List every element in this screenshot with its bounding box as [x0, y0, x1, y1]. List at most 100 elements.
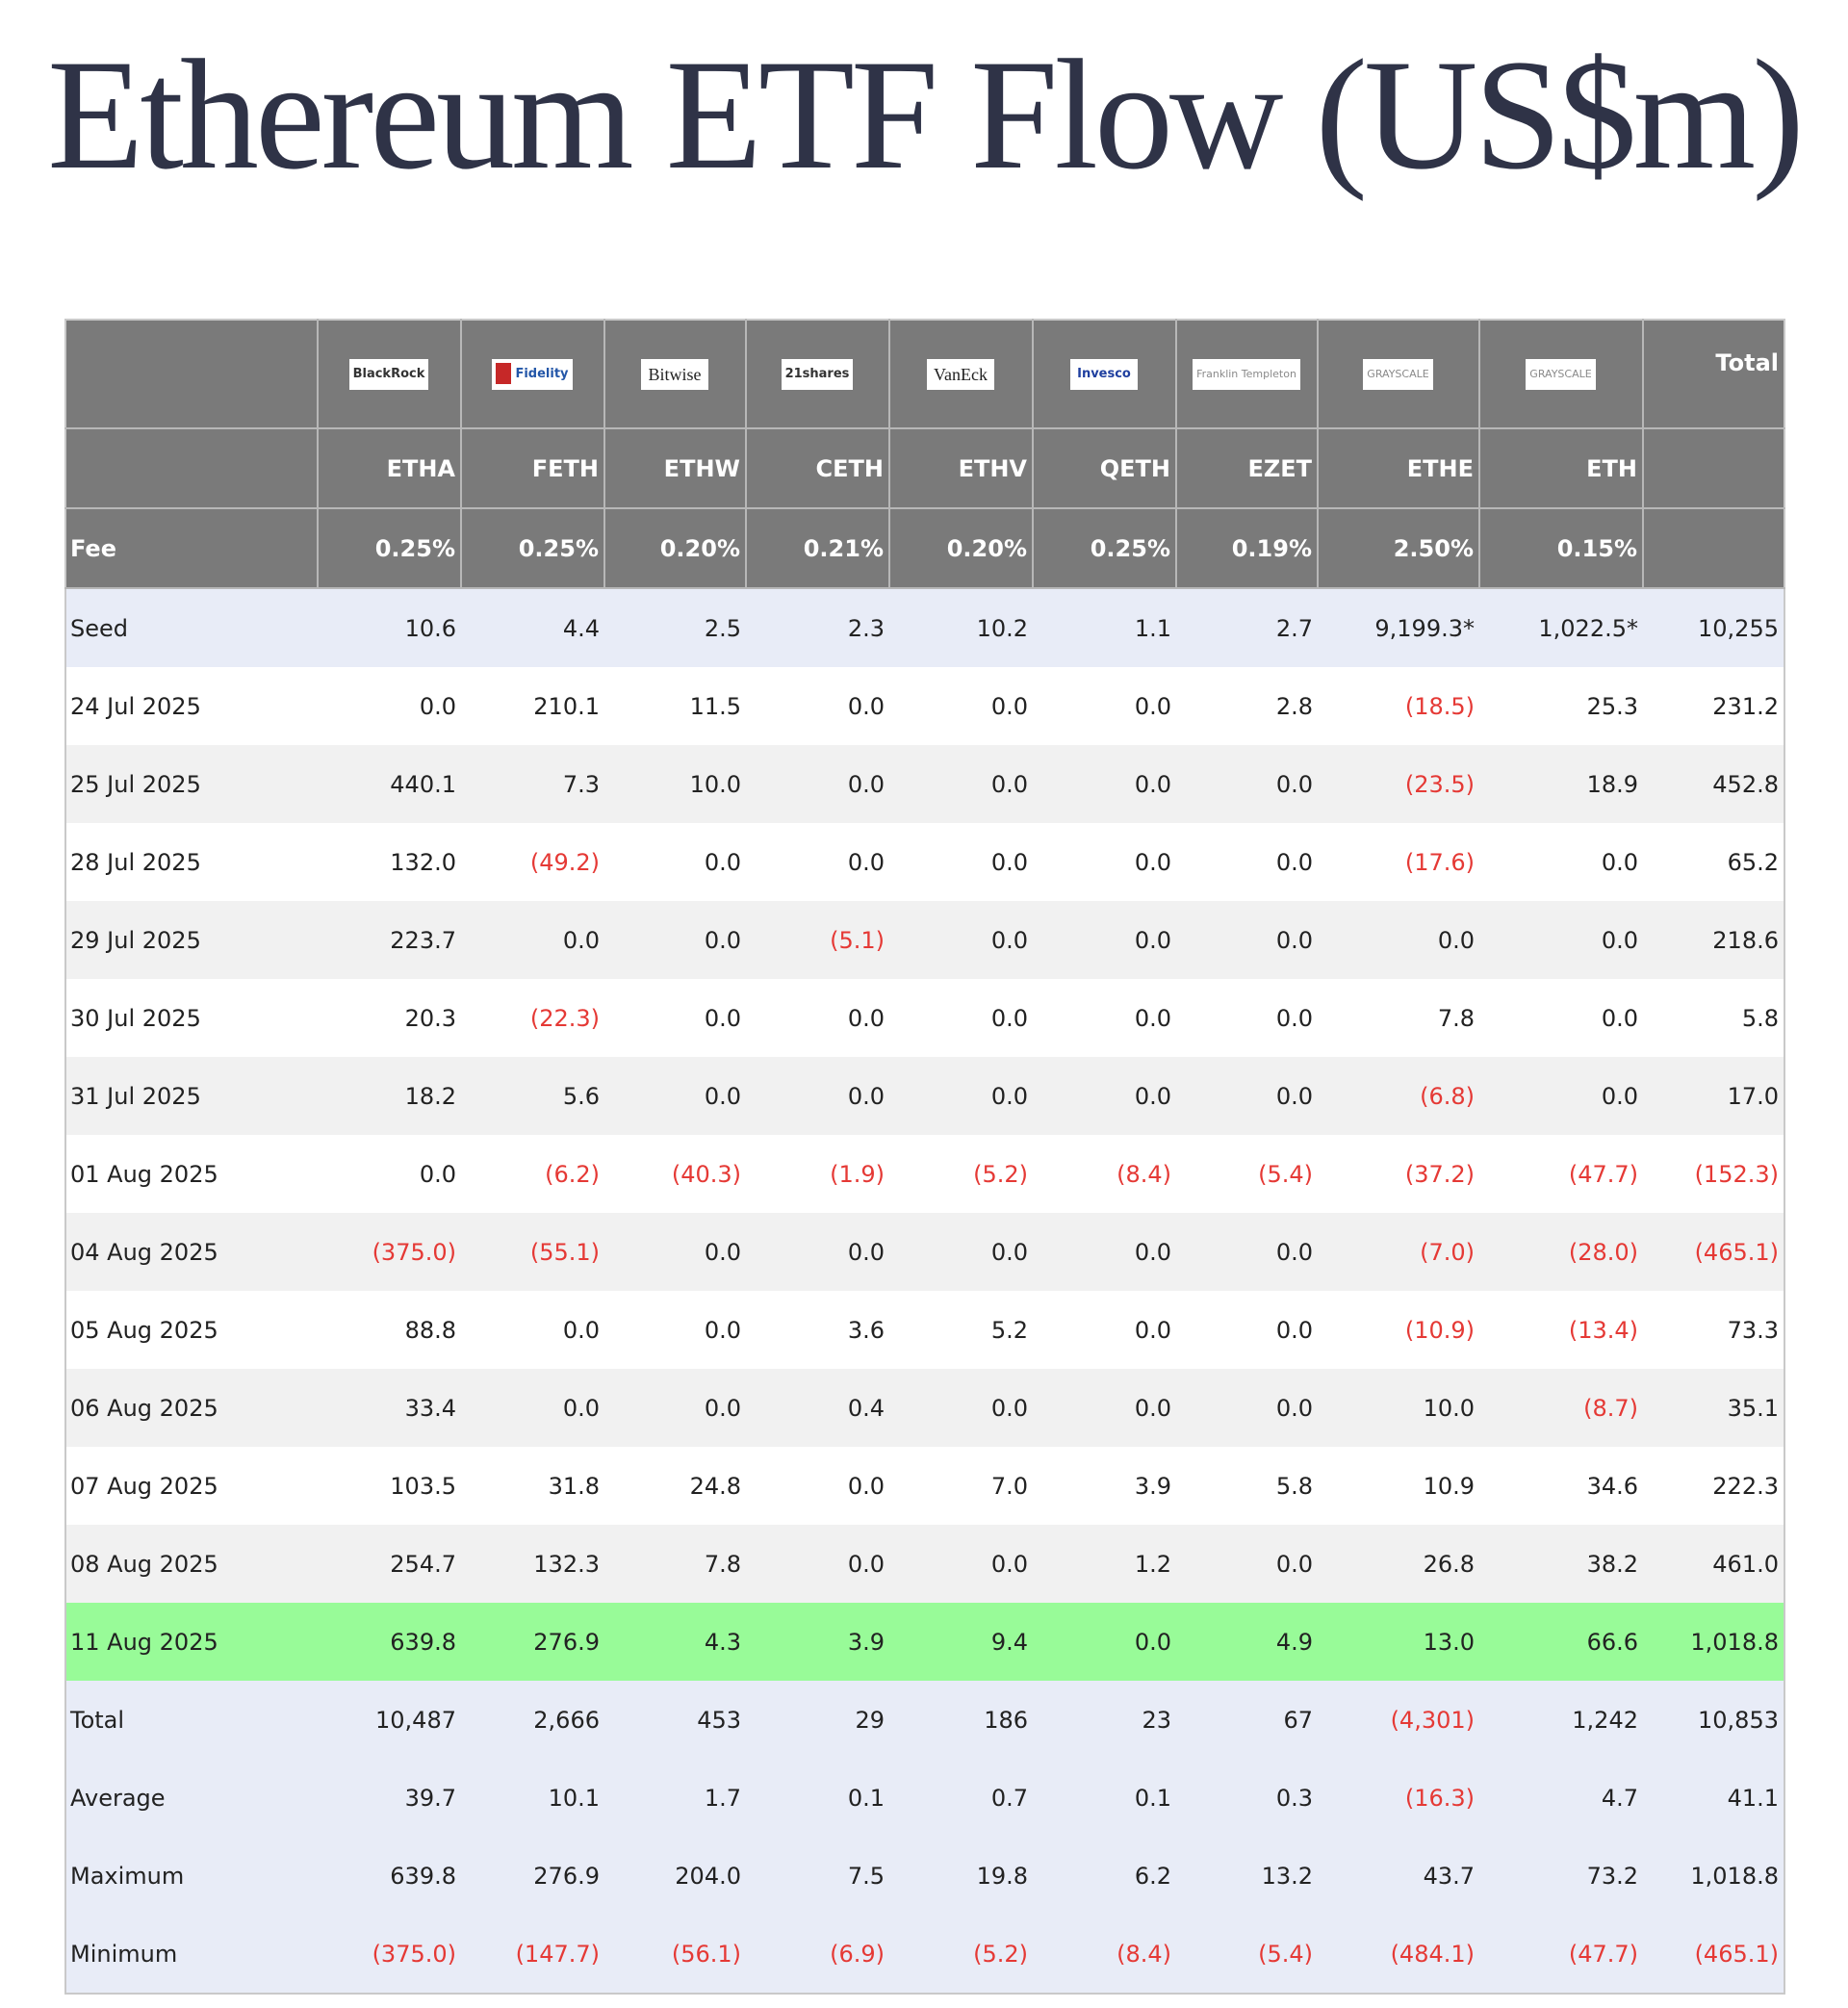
value-cell: 0.0 — [1176, 1291, 1318, 1369]
value-cell: 0.0 — [1176, 901, 1318, 979]
issuer-logo-cell: Bitwise — [603, 320, 746, 429]
value-cell: 18.2 — [318, 1057, 461, 1135]
value-cell: 0.0 — [889, 823, 1033, 901]
value-cell: 0.0 — [1033, 1057, 1176, 1135]
value-cell: 7.5 — [746, 1837, 889, 1915]
value-cell: 29 — [746, 1681, 889, 1759]
ticker-cell: ETHV — [888, 428, 1033, 509]
value-cell: 34.6 — [1479, 1447, 1643, 1525]
value-cell: (5.4) — [1176, 1915, 1318, 1994]
row-label: Average — [65, 1759, 318, 1837]
value-cell: 0.0 — [461, 1291, 604, 1369]
value-cell: (6.2) — [461, 1135, 604, 1213]
value-cell: 639.8 — [318, 1837, 461, 1915]
value-cell: (56.1) — [604, 1915, 746, 1994]
blackrock-logo: BlackRock — [348, 358, 429, 390]
value-cell: 639.8 — [318, 1603, 461, 1681]
value-cell: 0.3 — [1176, 1759, 1318, 1837]
value-cell: 7.8 — [604, 1525, 746, 1603]
value-cell: 0.0 — [889, 1057, 1033, 1135]
issuer-logo-cell: Franklin Templeton — [1175, 320, 1318, 429]
value-cell: 0.0 — [1176, 1057, 1318, 1135]
value-cell: 18.9 — [1479, 745, 1643, 823]
grayscale-logo: GRAYSCALE — [1363, 358, 1433, 390]
value-cell: 1.7 — [604, 1759, 746, 1837]
table-row: 31 Jul 2025 18.2 5.6 0.0 0.0 0.0 0.0 0.0 (6.8) 0.… — [65, 1057, 1784, 1135]
issuer-logo-cell: GRAYSCALE — [1317, 320, 1479, 429]
value-cell: 3.6 — [746, 1291, 889, 1369]
value-cell: 0.0 — [1033, 1369, 1176, 1447]
issuer-logo-cell: BlackRock — [317, 320, 461, 429]
value-cell: 231.2 — [1643, 667, 1784, 745]
fee-cell: 0.21% — [745, 508, 889, 589]
value-cell: 10.0 — [604, 745, 746, 823]
value-cell: 3.9 — [1033, 1447, 1176, 1525]
invesco-logo: Invesco — [1070, 358, 1138, 390]
value-cell: 9.4 — [889, 1603, 1033, 1681]
value-cell: 440.1 — [318, 745, 461, 823]
value-cell: (28.0) — [1479, 1213, 1643, 1291]
fidelity-logo: Fidelity — [492, 358, 573, 390]
value-cell: 2.7 — [1176, 588, 1318, 667]
value-cell: 0.0 — [461, 1369, 604, 1447]
value-cell: 7.0 — [889, 1447, 1033, 1525]
fee-row-label: Fee — [65, 508, 318, 589]
value-cell: 223.7 — [318, 901, 461, 979]
value-cell: 254.7 — [318, 1525, 461, 1603]
table-row: 28 Jul 2025 132.0 (49.2) 0.0 0.0 0.0 0.0 0.0 (17… — [65, 823, 1784, 901]
value-cell: 0.0 — [889, 1525, 1033, 1603]
value-cell: 4.3 — [604, 1603, 746, 1681]
value-cell: 10,487 — [318, 1681, 461, 1759]
value-cell: 0.0 — [1033, 979, 1176, 1057]
value-cell: 10,255 — [1643, 588, 1784, 667]
value-cell: 5.2 — [889, 1291, 1033, 1369]
value-cell: 4.4 — [461, 588, 604, 667]
fee-cell: 0.20% — [603, 508, 746, 589]
fee-cell: 0.15% — [1478, 508, 1643, 589]
table-row: 25 Jul 2025 440.1 7.3 10.0 0.0 0.0 0.0 0.0 (23.5… — [65, 745, 1784, 823]
value-cell: (6.8) — [1318, 1057, 1479, 1135]
table-row: 11 Aug 2025 639.8 276.9 4.3 3.9 9.4 0.0 4.9 13.0… — [65, 1603, 1784, 1681]
value-cell: (147.7) — [461, 1915, 604, 1994]
value-cell: (47.7) — [1479, 1135, 1643, 1213]
fee-cell: 0.25% — [460, 508, 604, 589]
issuer-logo-cell: Invesco — [1032, 320, 1176, 429]
value-cell: 0.0 — [604, 901, 746, 979]
table-row: 07 Aug 2025 103.5 31.8 24.8 0.0 7.0 3.9 5.8 10.9… — [65, 1447, 1784, 1525]
fee-cell — [1642, 508, 1784, 589]
value-cell: 0.0 — [1176, 745, 1318, 823]
value-cell: 132.0 — [318, 823, 461, 901]
fee-cell: 0.20% — [888, 508, 1033, 589]
value-cell: 1.2 — [1033, 1525, 1176, 1603]
value-cell: 0.1 — [746, 1759, 889, 1837]
row-label: 01 Aug 2025 — [65, 1135, 318, 1213]
value-cell: 0.0 — [746, 745, 889, 823]
value-cell: 11.5 — [604, 667, 746, 745]
value-cell: 0.0 — [889, 667, 1033, 745]
value-cell: 26.8 — [1318, 1525, 1479, 1603]
value-cell: 5.8 — [1176, 1447, 1318, 1525]
row-label: 11 Aug 2025 — [65, 1603, 318, 1681]
ticker-cell: QETH — [1032, 428, 1176, 509]
issuer-logo-cell: VanEck — [888, 320, 1033, 429]
value-cell: (8.4) — [1033, 1915, 1176, 1994]
value-cell: 0.0 — [889, 745, 1033, 823]
table-row: 04 Aug 2025 (375.0) (55.1) 0.0 0.0 0.0 0.0 0.0(… — [65, 1213, 1784, 1291]
value-cell: 0.0 — [1033, 667, 1176, 745]
value-cell: 2,666 — [461, 1681, 604, 1759]
value-cell: 19.8 — [889, 1837, 1033, 1915]
ticker-row-label — [65, 428, 318, 509]
value-cell: 43.7 — [1318, 1837, 1479, 1915]
value-cell: (6.9) — [746, 1915, 889, 1994]
ticker-cell: ETHW — [603, 428, 746, 509]
value-cell: 38.2 — [1479, 1525, 1643, 1603]
value-cell: 222.3 — [1643, 1447, 1784, 1525]
value-cell: 0.0 — [889, 901, 1033, 979]
ticker-cell: CETH — [745, 428, 889, 509]
value-cell: 10.9 — [1318, 1447, 1479, 1525]
value-cell: 17.0 — [1643, 1057, 1784, 1135]
row-label: 04 Aug 2025 — [65, 1213, 318, 1291]
value-cell: 0.0 — [1176, 823, 1318, 901]
value-cell: (47.7) — [1479, 1915, 1643, 1994]
value-cell: 10,853 — [1643, 1681, 1784, 1759]
